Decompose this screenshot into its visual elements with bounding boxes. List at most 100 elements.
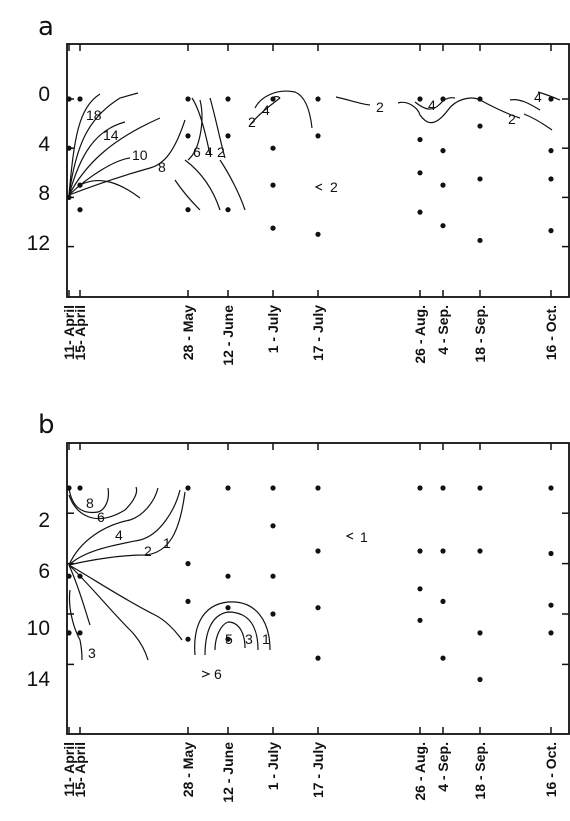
sample-point-a-9-3 <box>548 228 554 234</box>
x-label-b-0: 11- April <box>61 742 77 797</box>
sample-point-a-9-2 <box>548 176 554 182</box>
contour-b-low3 <box>68 564 91 626</box>
b-ytick-2: 2 <box>38 509 50 532</box>
b-clabel-arrow6: 6 <box>214 666 222 682</box>
b-ytick-6: 6 <box>38 560 50 583</box>
sample-point-a-0-0 <box>66 96 72 102</box>
x-label-a-6: 26 - Aug. <box>412 305 428 364</box>
sample-points <box>66 96 554 683</box>
sample-point-a-1-2 <box>77 207 83 213</box>
arrow-a-2 <box>314 183 323 191</box>
sample-point-b-4-2 <box>270 573 276 579</box>
b-clabel-6: 6 <box>97 509 105 525</box>
sample-point-a-5-0 <box>315 96 321 102</box>
x-label-b-9: 16 - Oct. <box>543 742 559 797</box>
sample-point-b-4-0 <box>270 485 276 491</box>
arrows <box>201 183 354 678</box>
sample-point-a-4-3 <box>270 225 276 231</box>
sample-point-a-0-2 <box>66 194 72 200</box>
sample-point-b-5-2 <box>315 605 321 611</box>
sample-point-a-3-1 <box>225 133 231 139</box>
a-clabel-oct4: 4 <box>534 89 542 105</box>
sample-point-b-8-1 <box>477 548 483 554</box>
sample-point-a-7-0 <box>440 96 446 102</box>
sample-point-b-9-1 <box>548 550 554 557</box>
sample-point-a-6-1 <box>417 136 423 143</box>
sample-point-a-7-1 <box>440 148 446 154</box>
a-ytick-0: 0 <box>38 83 50 106</box>
sample-point-b-3-0 <box>225 485 231 491</box>
sample-point-b-1-2 <box>77 630 83 636</box>
contour-b-4 <box>68 487 159 566</box>
contour-a-mid2 <box>219 159 246 211</box>
x-label-a-0: 11- April <box>61 305 77 360</box>
x-label-a-3: 12 - June <box>220 305 236 366</box>
a-clabel-sep4: 4 <box>428 97 436 113</box>
sample-point-b-2-3 <box>185 636 191 642</box>
sample-point-b-8-2 <box>477 630 483 636</box>
sample-point-b-5-1 <box>315 548 321 554</box>
x-label-b-2: 28 - May <box>180 742 196 797</box>
contour-a-2 <box>209 97 226 159</box>
b-ytick-10: 10 <box>27 617 50 640</box>
sample-point-a-7-3 <box>440 223 446 229</box>
sample-point-b-0-0 <box>66 485 72 491</box>
a-clabel-8: 8 <box>158 159 166 175</box>
contour-a-sep4 <box>414 97 456 110</box>
a-clabel-10: 10 <box>132 147 148 163</box>
sample-point-b-0-1 <box>66 573 72 579</box>
x-label-b-7: 4 - Sep. <box>435 742 451 792</box>
sample-point-a-0-1 <box>66 145 72 151</box>
a-clabel-18: 18 <box>86 107 102 123</box>
sample-point-a-6-2 <box>417 170 423 176</box>
contour-a-oct4 <box>509 99 541 111</box>
contour-b-8 <box>68 487 110 514</box>
contour-a-july4 <box>254 90 313 129</box>
sample-point-a-4-1 <box>270 145 276 151</box>
contour-a-18 <box>68 93 101 196</box>
sample-point-a-8-2 <box>477 176 483 182</box>
contour-a-6 <box>79 179 141 199</box>
sample-point-b-8-3 <box>477 676 483 683</box>
sample-point-a-9-0 <box>548 96 554 102</box>
a-clabel-6: 6 <box>193 144 201 160</box>
panel-b-contours <box>68 486 271 661</box>
panel-a-contours <box>68 90 561 211</box>
sample-point-a-3-0 <box>225 96 231 102</box>
b-clabel-3: 3 <box>88 645 96 661</box>
sample-point-a-2-1 <box>185 133 191 139</box>
panel-a-letter: a <box>38 12 54 42</box>
sample-point-b-3-2 <box>225 605 231 611</box>
contour-a-aug2a <box>335 96 371 106</box>
sample-point-b-2-0 <box>185 485 191 491</box>
contour-a-4 <box>191 97 211 156</box>
contour-a-oct-top <box>537 91 561 101</box>
ticks <box>67 44 569 734</box>
b-clabel-1b: 1 <box>262 631 270 647</box>
sample-point-a-8-0 <box>477 96 483 102</box>
panel-b-y-ticks: 2 6 10 14 <box>27 509 51 691</box>
sample-point-a-3-2 <box>225 207 231 213</box>
contour-a-16 <box>68 92 139 196</box>
sample-point-b-7-0 <box>440 485 446 491</box>
contour-b-1 <box>68 491 186 566</box>
a-clabel-arrow2: 2 <box>330 179 338 195</box>
contour-a-12 <box>68 117 161 196</box>
a-ytick-4: 4 <box>38 133 50 156</box>
contour-b-low1 <box>68 564 183 641</box>
contour-b-june-mid <box>204 611 259 656</box>
sample-point-a-1-0 <box>77 96 83 102</box>
sample-point-a-7-2 <box>440 182 446 188</box>
sample-point-a-1-1 <box>77 182 83 188</box>
contour-b-june-outer <box>194 601 271 656</box>
contour-a-julydot <box>273 95 281 99</box>
a-clabel-july2: 2 <box>248 114 256 130</box>
arrow-b-6 <box>201 670 211 678</box>
sample-point-b-4-1 <box>270 523 276 529</box>
a-clabel-14: 14 <box>103 127 119 143</box>
sample-point-b-9-2 <box>548 602 554 608</box>
x-label-b-3: 12 - June <box>220 742 236 803</box>
sample-point-a-6-3 <box>417 209 423 215</box>
